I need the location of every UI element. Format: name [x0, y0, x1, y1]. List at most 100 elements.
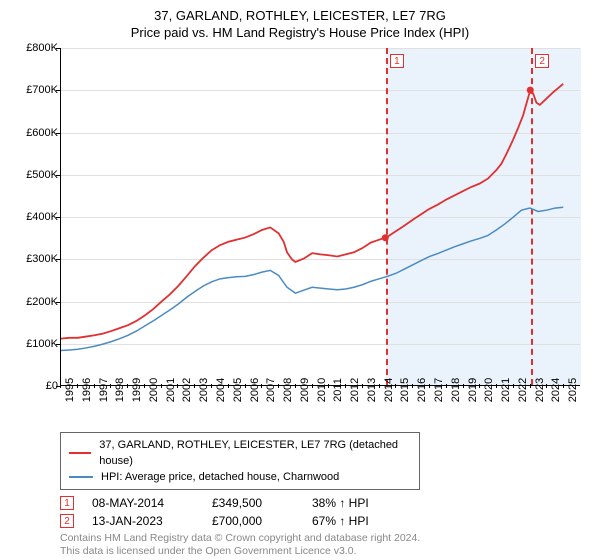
ytick-mark	[56, 344, 60, 345]
xtick-label: 2012	[349, 378, 361, 402]
sale-price-2: £700,000	[212, 514, 312, 528]
xtick-label: 2021	[500, 378, 512, 402]
sale-pct-2: 67% ↑ HPI	[312, 514, 412, 528]
sales-table: 1 08-MAY-2014 £349,500 38% ↑ HPI 2 13-JA…	[60, 496, 588, 528]
xtick-mark	[546, 384, 547, 388]
xtick-label: 2007	[265, 378, 277, 402]
xtick-mark	[496, 384, 497, 388]
ytick-mark	[56, 133, 60, 134]
ytick-mark	[56, 48, 60, 49]
legend: 37, GARLAND, ROTHLEY, LEICESTER, LE7 7RG…	[60, 432, 420, 490]
xtick-mark	[312, 384, 313, 388]
xtick-label: 1996	[81, 378, 93, 402]
xtick-mark	[362, 384, 363, 388]
xtick-label: 2009	[299, 378, 311, 402]
ytick-mark	[56, 302, 60, 303]
series-svg	[61, 48, 580, 385]
xtick-mark	[345, 384, 346, 388]
sale-price-1: £349,500	[212, 496, 312, 510]
ytick-mark	[56, 259, 60, 260]
xtick-mark	[94, 384, 95, 388]
chart-container: 37, GARLAND, ROTHLEY, LEICESTER, LE7 7RG…	[0, 0, 600, 560]
sale-date-1: 08-MAY-2014	[92, 496, 212, 510]
xtick-label: 2001	[165, 378, 177, 402]
xtick-mark	[530, 384, 531, 388]
legend-item-property: 37, GARLAND, ROTHLEY, LEICESTER, LE7 7RG…	[69, 437, 411, 469]
xtick-label: 2015	[399, 378, 411, 402]
xtick-label: 2025	[567, 378, 579, 402]
xtick-mark	[194, 384, 195, 388]
sale-row-2: 2 13-JAN-2023 £700,000 67% ↑ HPI	[60, 514, 588, 528]
xtick-mark	[479, 384, 480, 388]
xtick-mark	[328, 384, 329, 388]
xtick-label: 2022	[517, 378, 529, 402]
ytick-label: £300K	[26, 253, 58, 265]
sale-marker-1: 1	[60, 496, 74, 510]
ytick-label: £400K	[26, 211, 58, 223]
xtick-label: 2004	[215, 378, 227, 402]
sale-pct-1: 38% ↑ HPI	[312, 496, 412, 510]
xtick-label: 2016	[416, 378, 428, 402]
xtick-mark	[446, 384, 447, 388]
sale-dot-1	[382, 234, 389, 241]
xtick-label: 2008	[282, 378, 294, 402]
xtick-mark	[161, 384, 162, 388]
legend-label-property: 37, GARLAND, ROTHLEY, LEICESTER, LE7 7RG…	[99, 437, 411, 469]
xtick-label: 2019	[467, 378, 479, 402]
xtick-mark	[127, 384, 128, 388]
title-address: 37, GARLAND, ROTHLEY, LEICESTER, LE7 7RG	[12, 8, 588, 23]
sale-marker-2: 2	[60, 514, 74, 528]
xtick-mark	[245, 384, 246, 388]
xtick-mark	[144, 384, 145, 388]
xtick-label: 2013	[366, 378, 378, 402]
xtick-label: 2005	[232, 378, 244, 402]
xtick-label: 2018	[450, 378, 462, 402]
legend-item-hpi: HPI: Average price, detached house, Char…	[69, 469, 411, 485]
sale-marker-plot-1: 1	[390, 54, 404, 68]
xtick-label: 1999	[131, 378, 143, 402]
sale-date-2: 13-JAN-2023	[92, 514, 212, 528]
xtick-label: 2017	[433, 378, 445, 402]
xtick-label: 2003	[198, 378, 210, 402]
xtick-mark	[77, 384, 78, 388]
footer: Contains HM Land Registry data © Crown c…	[60, 532, 588, 558]
series-hpi	[61, 207, 563, 350]
xtick-mark	[412, 384, 413, 388]
series-property	[61, 84, 563, 339]
sale-dot-2	[527, 87, 534, 94]
title-block: 37, GARLAND, ROTHLEY, LEICESTER, LE7 7RG…	[12, 8, 588, 40]
title-subtitle: Price paid vs. HM Land Registry's House …	[12, 25, 588, 40]
xtick-mark	[463, 384, 464, 388]
ytick-label: £600K	[26, 127, 58, 139]
sale-row-1: 1 08-MAY-2014 £349,500 38% ↑ HPI	[60, 496, 588, 510]
xtick-mark	[563, 384, 564, 388]
xtick-label: 2011	[332, 378, 344, 402]
ytick-label: £500K	[26, 169, 58, 181]
xtick-mark	[379, 384, 380, 388]
ytick-mark	[56, 217, 60, 218]
xtick-mark	[278, 384, 279, 388]
xtick-label: 2024	[550, 378, 562, 402]
xtick-label: 2014	[383, 378, 395, 402]
xtick-label: 2002	[181, 378, 193, 402]
xtick-label: 2020	[483, 378, 495, 402]
xtick-label: 1997	[98, 378, 110, 402]
chart-area: 12 £0£100K£200K£300K£400K£500K£600K£700K…	[12, 46, 588, 426]
legend-label-hpi: HPI: Average price, detached house, Char…	[101, 469, 339, 485]
xtick-mark	[60, 384, 61, 388]
ytick-mark	[56, 175, 60, 176]
xtick-mark	[228, 384, 229, 388]
legend-swatch-hpi	[69, 476, 93, 478]
xtick-label: 2006	[249, 378, 261, 402]
footer-line-2: This data is licensed under the Open Gov…	[60, 545, 588, 558]
ytick-mark	[56, 90, 60, 91]
xtick-label: 2000	[148, 378, 160, 402]
ytick-label: £700K	[26, 84, 58, 96]
legend-swatch-property	[69, 452, 91, 454]
xtick-label: 2010	[316, 378, 328, 402]
xtick-mark	[177, 384, 178, 388]
xtick-mark	[513, 384, 514, 388]
xtick-label: 1995	[64, 378, 76, 402]
xtick-mark	[211, 384, 212, 388]
ytick-label: £800K	[26, 42, 58, 54]
